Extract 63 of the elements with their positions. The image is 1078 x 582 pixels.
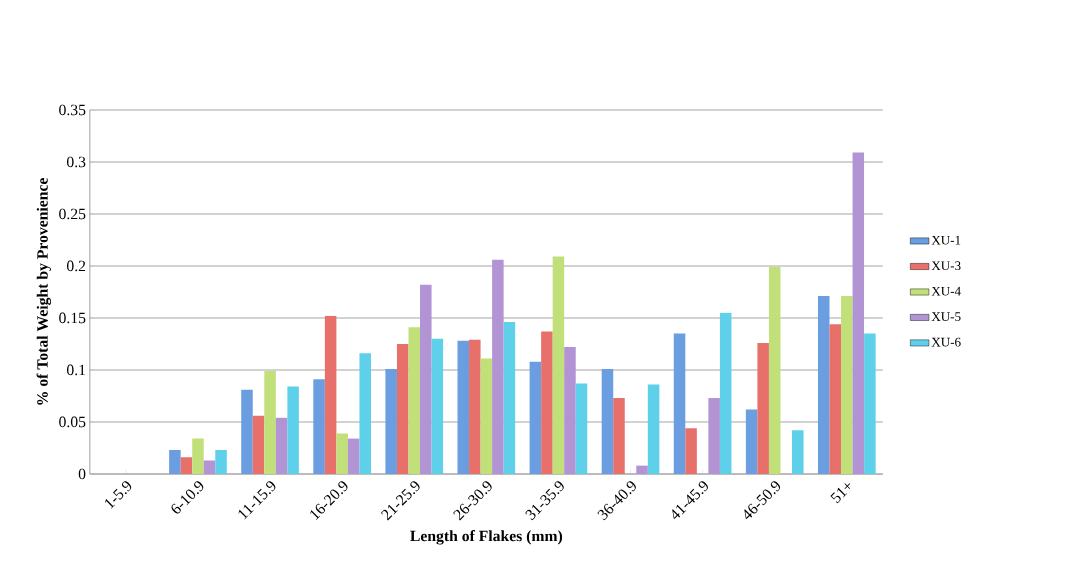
bar [541, 331, 553, 474]
bar [431, 338, 444, 474]
bar [480, 358, 493, 474]
bar [708, 397, 720, 474]
y-tick-label: 0.35 [59, 104, 86, 116]
bar [685, 428, 697, 474]
legend-label: XU-4 [931, 286, 961, 296]
bar [324, 315, 337, 474]
bar [241, 389, 253, 474]
y-tick-label: 0.2 [66, 260, 86, 272]
bar [757, 342, 769, 474]
legend-label: XU-1 [931, 235, 961, 245]
bar [203, 460, 216, 474]
bar [180, 457, 193, 474]
bar [613, 397, 625, 474]
y-tick-label: 0.25 [59, 208, 86, 220]
x-axis-title: Length of Flakes (mm) [410, 529, 563, 545]
bar [215, 449, 227, 474]
y-tick-label: 0.15 [59, 312, 86, 324]
legend-label: XU-5 [931, 312, 961, 321]
y-tick-label: 0.3 [66, 156, 86, 168]
y-axis-title: % of Total Weight by Provenience [36, 177, 52, 405]
bar [647, 384, 660, 474]
y-tick-label: 0 [78, 468, 86, 480]
x-tick-label: 51+ [830, 483, 851, 504]
bar [673, 333, 686, 474]
bar [745, 409, 758, 474]
bar [275, 417, 288, 474]
bar [601, 368, 614, 474]
bar [347, 438, 360, 474]
bar [408, 327, 421, 474]
bar [575, 383, 588, 474]
bar [864, 333, 876, 474]
bar [192, 438, 204, 474]
bar [336, 433, 348, 474]
bar [396, 343, 409, 474]
bar [564, 346, 576, 474]
bar [768, 266, 781, 474]
bar [420, 284, 432, 474]
legend-label: XU-6 [931, 337, 961, 347]
bar [469, 339, 481, 474]
bar [852, 152, 865, 474]
bar [264, 370, 276, 474]
bar [817, 295, 830, 474]
bar [636, 465, 648, 474]
bar [359, 353, 371, 474]
bar [503, 321, 516, 474]
bar [529, 361, 542, 474]
bar [492, 259, 504, 474]
bar [552, 256, 565, 474]
bar [287, 386, 299, 474]
bar [252, 415, 265, 474]
bar [457, 340, 470, 474]
bar [719, 312, 732, 474]
bar [841, 295, 853, 474]
bar [829, 324, 842, 474]
bar [792, 430, 804, 474]
y-tick-label: 0.05 [59, 416, 86, 428]
bar [313, 379, 325, 474]
legend-label: XU-3 [931, 261, 961, 270]
bar [169, 449, 181, 474]
bar [385, 368, 397, 474]
y-tick-label: 0.1 [66, 364, 86, 376]
